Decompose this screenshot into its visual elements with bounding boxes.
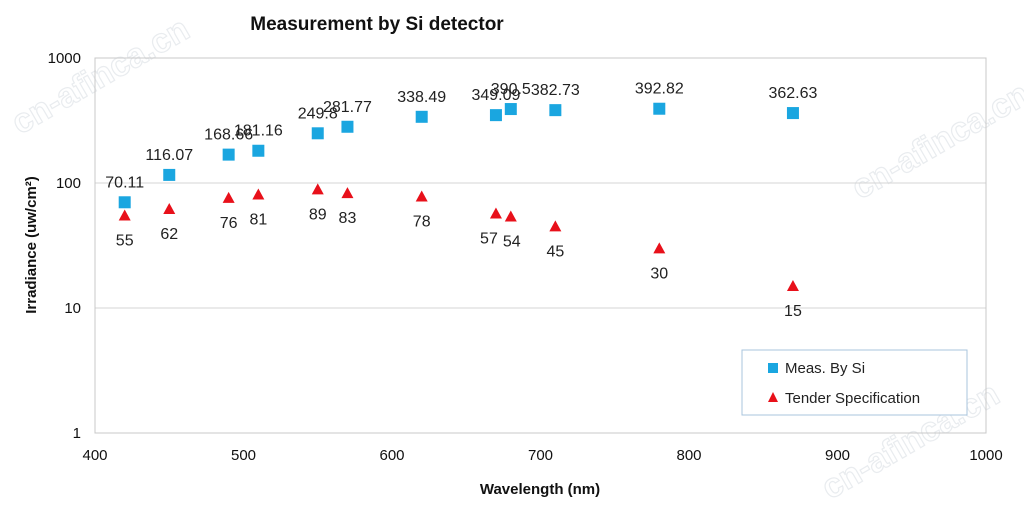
triangle-point (489, 207, 502, 219)
data-label: 81 (249, 211, 267, 228)
triangle-point (163, 202, 176, 214)
triangle-point (504, 210, 517, 222)
data-label: 15 (784, 303, 802, 320)
triangle-point (118, 209, 131, 221)
square-point (786, 107, 799, 120)
triangle-point (786, 279, 799, 291)
x-tick-label: 900 (825, 447, 850, 464)
square-point (252, 144, 265, 157)
data-marks (118, 102, 799, 291)
legend-box (741, 349, 968, 416)
legend-label-tender: Tender Specification (785, 390, 920, 407)
data-label: 338.49 (397, 89, 446, 106)
data-label: 54 (503, 233, 521, 250)
y-axis-title: Irradiance (uw/cm²) (23, 176, 40, 314)
triangle-point (549, 220, 562, 232)
square-point (222, 148, 235, 161)
data-label: 168.66 (204, 127, 253, 144)
y-axis-ticks: 1 10 100 1000 (48, 50, 81, 442)
y-tick-label: 100 (56, 175, 81, 192)
square-point (653, 102, 666, 115)
plot-area-frame (94, 57, 987, 434)
square-point (415, 110, 428, 123)
data-label: 57 (480, 231, 498, 248)
data-label: 45 (546, 243, 564, 260)
y-tick-label: 10 (64, 300, 81, 317)
x-axis-ticks: 400 500 600 700 800 900 1000 (82, 447, 1002, 464)
data-label: 78 (413, 213, 431, 230)
data-label: 392.82 (635, 81, 684, 98)
data-label: 281.77 (323, 99, 372, 116)
triangle-point (341, 187, 354, 199)
square-point (163, 168, 176, 181)
y-tick-label: 1000 (48, 50, 81, 67)
legend-label-meas: Meas. By Si (785, 360, 865, 377)
x-tick-label: 700 (528, 447, 553, 464)
y-tick-label: 1 (73, 425, 81, 442)
triangle-point (415, 190, 428, 202)
triangle-point (653, 242, 666, 254)
x-tick-label: 600 (379, 447, 404, 464)
data-label: 30 (650, 265, 668, 282)
x-tick-label: 500 (231, 447, 256, 464)
data-label: 55 (116, 232, 134, 249)
x-tick-label: 800 (676, 447, 701, 464)
data-label: 362.63 (768, 85, 817, 102)
data-label: 116.07 (145, 147, 193, 164)
x-tick-label: 1000 (969, 447, 1002, 464)
square-point (504, 103, 517, 116)
data-label: 390.5 (491, 81, 531, 98)
x-axis-title: Wavelength (nm) (480, 481, 600, 498)
x-tick-label: 400 (82, 447, 107, 464)
triangle-point (222, 191, 235, 203)
legend-marker-square (768, 363, 778, 373)
chart-title: Measurement by Si detector (250, 14, 504, 35)
data-label: 382.73 (531, 82, 580, 99)
square-point (341, 120, 354, 133)
legend: Meas. By Si Tender Specification (741, 349, 968, 416)
data-label: 70.11 (105, 174, 144, 191)
data-label: 249.8 (298, 105, 338, 122)
square-point (118, 196, 131, 209)
legend-marker-triangle (768, 392, 778, 402)
data-label: 349.09 (471, 87, 520, 104)
data-label: 76 (220, 215, 238, 232)
watermark-text: cn-afinca.cn (845, 75, 1024, 207)
square-point (311, 127, 324, 140)
data-label: 83 (339, 210, 357, 227)
triangle-point (252, 188, 265, 200)
triangle-point (311, 183, 324, 195)
square-point (489, 109, 502, 122)
watermark-text: cn-afinca.cn (5, 10, 196, 142)
data-label: 89 (309, 206, 327, 223)
data-label: 62 (160, 226, 178, 243)
square-point (549, 104, 562, 117)
data-label: 181.16 (234, 123, 283, 140)
